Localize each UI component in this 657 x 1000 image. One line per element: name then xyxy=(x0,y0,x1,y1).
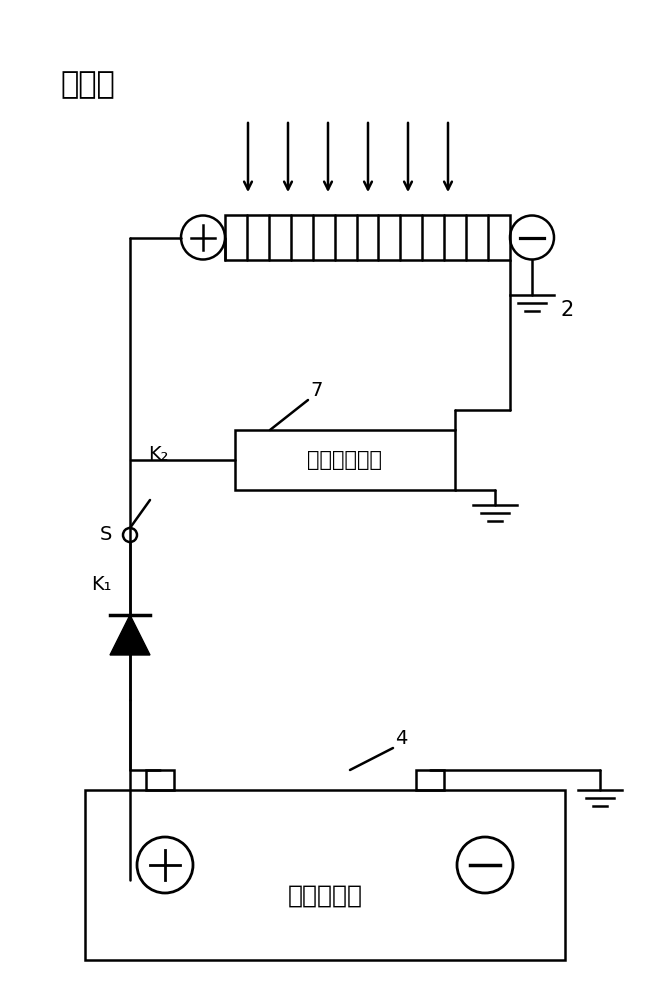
Text: S: S xyxy=(100,526,112,544)
Bar xyxy=(146,770,174,790)
Polygon shape xyxy=(110,615,150,655)
Bar xyxy=(235,430,455,490)
Text: 电池管理系统: 电池管理系统 xyxy=(307,450,382,470)
Text: K₁: K₁ xyxy=(91,576,112,594)
Bar xyxy=(416,770,444,790)
Text: 4: 4 xyxy=(395,728,407,748)
Bar xyxy=(225,215,510,260)
Text: 启动蓄电池: 启动蓄电池 xyxy=(288,883,363,907)
Bar xyxy=(85,790,565,960)
Text: 2: 2 xyxy=(560,300,574,320)
Text: K₂: K₂ xyxy=(148,446,168,464)
Text: 7: 7 xyxy=(310,380,323,399)
Text: 太阳光: 太阳光 xyxy=(60,70,115,100)
